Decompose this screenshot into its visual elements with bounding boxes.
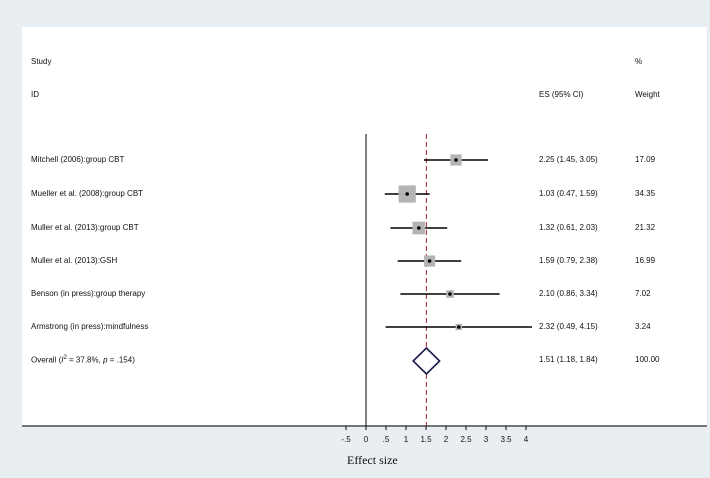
- header-study: Study: [31, 57, 52, 66]
- x-tick-label: -.5: [341, 435, 351, 444]
- header-es: ES (95% CI): [539, 90, 584, 99]
- study-point-estimate: [405, 192, 410, 196]
- study-es-ci: 2.10 (0.86, 3.34): [539, 289, 598, 298]
- overall-weight: 100.00: [635, 355, 660, 364]
- x-tick-label: 2.5: [460, 435, 472, 444]
- header-weight: Weight: [635, 90, 660, 99]
- study-weight: 3.24: [635, 322, 651, 331]
- study-point-estimate: [427, 259, 432, 263]
- x-tick-label: 3.5: [500, 435, 512, 444]
- study-label: Muller et al. (2013):group CBT: [31, 223, 139, 232]
- study-es-ci: 2.32 (0.49, 4.15): [539, 322, 598, 331]
- study-es-ci: 2.25 (1.45, 3.05): [539, 155, 598, 164]
- study-label: Armstrong (in press):mindfulness: [31, 322, 149, 331]
- study-weight: 34.35: [635, 189, 656, 198]
- x-tick-label: .5: [383, 435, 390, 444]
- study-point-estimate: [457, 325, 461, 329]
- study-label: Mueller et al. (2008):group CBT: [31, 189, 144, 198]
- header-id: ID: [31, 90, 39, 99]
- x-tick-label: 4: [524, 435, 529, 444]
- x-tick-label: 2: [444, 435, 449, 444]
- study-weight: 7.02: [635, 289, 651, 298]
- x-tick-label: 1.5: [420, 435, 432, 444]
- study-weight: 21.32: [635, 223, 656, 232]
- x-tick-label: 3: [484, 435, 489, 444]
- header-percent: %: [635, 57, 643, 66]
- x-tick-label: 1: [404, 435, 409, 444]
- study-weight: 17.09: [635, 155, 656, 164]
- overall-es: 1.51 (1.18, 1.84): [539, 355, 598, 364]
- study-weight: 16.99: [635, 256, 656, 265]
- study-label: Mitchell (2006):group CBT: [31, 155, 125, 164]
- overall-label: Overall (I2 = 37.8%, p = .154): [31, 355, 135, 365]
- study-point-estimate: [448, 292, 452, 296]
- study-point-estimate: [454, 158, 458, 162]
- overall-diamond: [412, 346, 441, 376]
- study-label: Muller et al. (2013):GSH: [31, 256, 118, 265]
- plot-region: [22, 27, 707, 425]
- x-axis-title: Effect size: [347, 453, 398, 467]
- x-tick-label: 0: [364, 435, 369, 444]
- study-es-ci: 1.32 (0.61, 2.03): [539, 223, 598, 232]
- study-label: Benson (in press):group therapy: [31, 289, 146, 298]
- study-point-estimate: [417, 226, 421, 230]
- study-es-ci: 1.03 (0.47, 1.59): [539, 189, 598, 198]
- study-es-ci: 1.59 (0.79, 2.38): [539, 256, 598, 265]
